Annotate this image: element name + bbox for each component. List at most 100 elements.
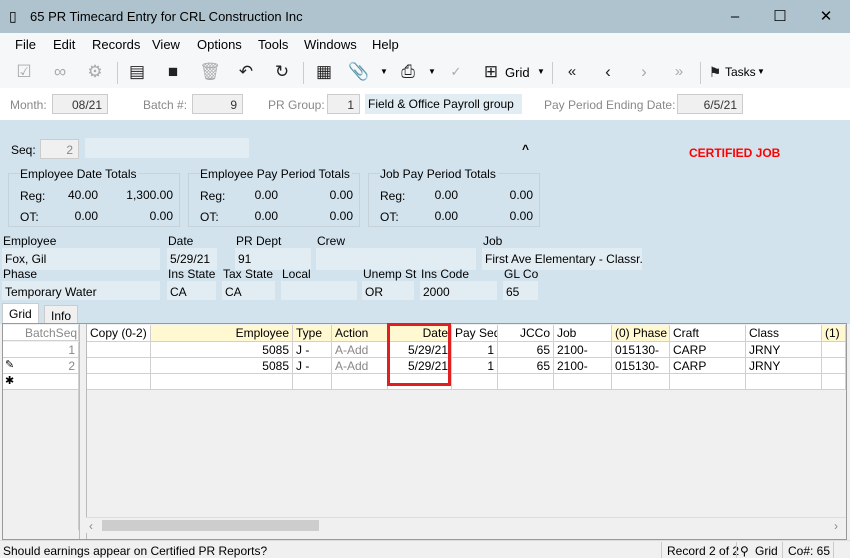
column-header[interactable]: Type bbox=[293, 325, 332, 342]
month-field[interactable]: 08/21 bbox=[52, 94, 108, 114]
scroll-right-icon[interactable]: › bbox=[834, 519, 838, 533]
grid-cell[interactable]: JRNY bbox=[746, 358, 822, 374]
grid-cell[interactable]: 5/29/21 bbox=[388, 358, 452, 374]
menu-view[interactable]: View bbox=[152, 37, 180, 52]
grid-icon[interactable]: ⊞ bbox=[483, 62, 499, 81]
tasks-dropdown-icon[interactable]: ▼ bbox=[757, 67, 765, 76]
menu-windows[interactable]: Windows bbox=[304, 37, 357, 52]
column-header[interactable]: (1) bbox=[822, 325, 846, 342]
grid-cell[interactable]: 5/29/21 bbox=[388, 342, 452, 358]
print-icon[interactable]: ⎙ bbox=[401, 62, 415, 81]
settings-icon[interactable]: ⚙ bbox=[87, 62, 103, 81]
previous-record-icon[interactable]: ‹ bbox=[605, 62, 611, 81]
column-header[interactable]: (0) Phase bbox=[612, 325, 670, 342]
save-icon[interactable]: ■ bbox=[167, 62, 179, 81]
field-insstate[interactable]: CA bbox=[167, 281, 216, 303]
cell-batchseq[interactable] bbox=[22, 374, 79, 390]
validate-icon[interactable]: ☑ bbox=[16, 62, 32, 81]
cell-batchseq[interactable]: 1 bbox=[22, 342, 79, 358]
grid-cell[interactable] bbox=[822, 358, 846, 374]
binoculars-icon[interactable]: ∞ bbox=[53, 62, 67, 81]
grid-cell[interactable] bbox=[87, 374, 151, 390]
menu-file[interactable]: File bbox=[15, 37, 36, 52]
column-header[interactable]: Date bbox=[388, 325, 452, 342]
field-phase[interactable]: Temporary Water bbox=[2, 281, 160, 303]
maximize-button[interactable]: ☐ bbox=[773, 8, 787, 25]
attachment-icon[interactable]: 📎 bbox=[348, 62, 370, 81]
column-header[interactable]: JCCo bbox=[498, 325, 554, 342]
grid-cell[interactable] bbox=[746, 374, 822, 390]
pay-period-ending-field[interactable]: 6/5/21 bbox=[677, 94, 743, 114]
undo-icon[interactable]: ↶ bbox=[238, 62, 254, 81]
grid-view-button[interactable]: Grid bbox=[505, 65, 530, 80]
field-taxstate[interactable]: CA bbox=[222, 281, 275, 303]
last-record-icon[interactable]: » bbox=[674, 63, 684, 80]
grid-cell[interactable]: 015130- bbox=[612, 342, 670, 358]
column-header[interactable]: Employee bbox=[151, 325, 293, 342]
grid-cell[interactable]: 015130- bbox=[612, 358, 670, 374]
menu-records[interactable]: Records bbox=[92, 37, 141, 52]
field-inscode[interactable]: 2000 bbox=[420, 281, 497, 303]
field-local[interactable] bbox=[281, 281, 357, 303]
minimize-button[interactable]: – bbox=[730, 8, 740, 25]
tasks-button[interactable]: Tasks bbox=[725, 65, 756, 79]
grid-cell[interactable] bbox=[554, 374, 612, 390]
print-dropdown-icon[interactable]: ▼ bbox=[428, 67, 436, 76]
column-header[interactable]: Copy (0-2) bbox=[87, 325, 151, 342]
menu-help[interactable]: Help bbox=[372, 37, 399, 52]
scrollbar-thumb[interactable] bbox=[102, 520, 319, 531]
scroll-left-icon[interactable]: ‹ bbox=[89, 519, 93, 533]
grid-cell[interactable]: 1 bbox=[452, 342, 498, 358]
cell-batchseq[interactable]: 2 bbox=[22, 358, 79, 374]
batch-field[interactable]: 9 bbox=[192, 94, 243, 114]
grid-cell[interactable] bbox=[498, 374, 554, 390]
close-button[interactable]: ✕ bbox=[819, 8, 833, 25]
tab-grid[interactable]: Grid bbox=[2, 303, 39, 325]
prgroup-field[interactable]: 1 bbox=[327, 94, 360, 114]
grid-cell[interactable]: 5085 bbox=[151, 358, 293, 374]
grid-cell[interactable] bbox=[87, 342, 151, 358]
spellcheck-icon[interactable]: ✓ bbox=[450, 64, 462, 79]
grid-cell[interactable]: 1 bbox=[452, 358, 498, 374]
calculator-icon[interactable]: ▦ bbox=[315, 62, 333, 81]
refresh-icon[interactable]: ↻ bbox=[274, 62, 290, 81]
next-record-icon[interactable]: › bbox=[641, 62, 647, 81]
grid-cell[interactable] bbox=[670, 374, 746, 390]
grid-cell[interactable] bbox=[612, 374, 670, 390]
grid-cell[interactable]: 2100- bbox=[554, 358, 612, 374]
column-header[interactable]: Job bbox=[554, 325, 612, 342]
column-header-batchseq[interactable]: BatchSeq bbox=[22, 325, 79, 341]
grid-cell[interactable]: 65 bbox=[498, 358, 554, 374]
grid-cell[interactable] bbox=[822, 342, 846, 358]
first-record-icon[interactable]: « bbox=[567, 63, 577, 80]
column-header[interactable]: Action bbox=[332, 325, 388, 342]
grid-cell[interactable]: A-Add bbox=[332, 342, 388, 358]
field-job[interactable]: First Ave Elementary - Classr... bbox=[482, 248, 642, 270]
new-document-icon[interactable]: ▤ bbox=[128, 62, 146, 81]
grid-dropdown-icon[interactable]: ▼ bbox=[537, 67, 545, 76]
grid-cell[interactable] bbox=[332, 374, 388, 390]
field-crew[interactable] bbox=[316, 248, 476, 270]
column-header[interactable]: Craft bbox=[670, 325, 746, 342]
menu-edit[interactable]: Edit bbox=[53, 37, 76, 52]
grid-cell[interactable] bbox=[822, 374, 846, 390]
menu-options[interactable]: Options bbox=[197, 37, 242, 52]
grid-cell[interactable]: CARP bbox=[670, 342, 746, 358]
grid-cell[interactable]: A-Add bbox=[332, 358, 388, 374]
grid-cell[interactable]: JRNY bbox=[746, 342, 822, 358]
horizontal-scrollbar[interactable]: ‹ › bbox=[86, 517, 846, 533]
seq-field[interactable]: 2 bbox=[40, 139, 79, 159]
grid-cell[interactable] bbox=[87, 358, 151, 374]
column-header[interactable]: Pay Seq bbox=[452, 325, 498, 342]
grid-cell[interactable] bbox=[452, 374, 498, 390]
delete-icon[interactable]: 🗑 bbox=[199, 62, 221, 81]
grid-cell[interactable] bbox=[151, 374, 293, 390]
grid-cell[interactable]: 65 bbox=[498, 342, 554, 358]
grid-cell[interactable]: 5085 bbox=[151, 342, 293, 358]
field-unemp[interactable]: OR bbox=[362, 281, 414, 303]
field-date[interactable]: 5/29/21 bbox=[167, 248, 217, 270]
field-prdept[interactable]: 91 bbox=[235, 248, 311, 270]
grid-cell[interactable]: J - bbox=[293, 358, 332, 374]
grid-cell[interactable]: CARP bbox=[670, 358, 746, 374]
grid-cell[interactable] bbox=[388, 374, 452, 390]
